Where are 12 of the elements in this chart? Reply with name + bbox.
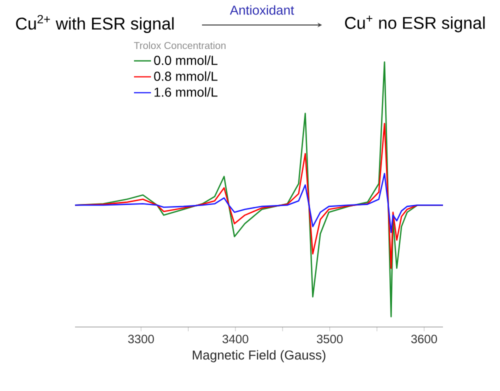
x-tick-label: 3300 (128, 334, 154, 344)
text: Antioxidant (230, 5, 294, 15)
x-tick-label: 3600 (411, 334, 438, 344)
legend-label: 1.6 mmol/L (154, 87, 218, 97)
legend-label: 0.8 mmol/L (154, 71, 218, 81)
x-axis-title: Magnetic Field (Gauss) (192, 350, 326, 362)
text: Cu$^{2+}$ with ESR signal (16, 14, 174, 34)
legend-title: Trolox Concentration (134, 42, 226, 50)
x-tick-label: 3500 (316, 334, 343, 344)
x-tick-label: 3400 (222, 334, 248, 344)
text: Cu$^{+}$ no ESR signal (345, 16, 485, 32)
legend-label: 0.0 mmol/L (154, 55, 218, 65)
